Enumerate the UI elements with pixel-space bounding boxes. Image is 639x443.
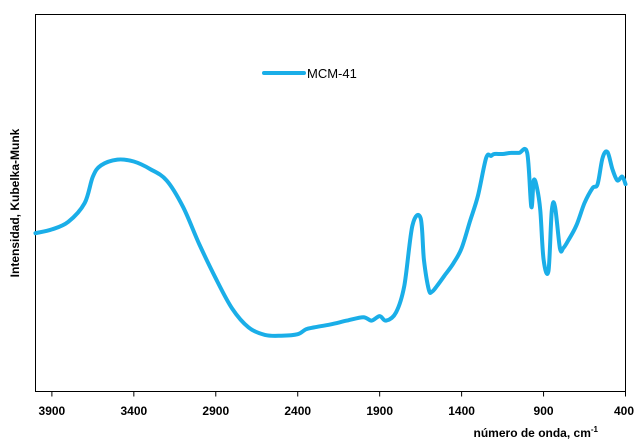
x-axis-tick-labels: 3900 3400 2900 2400 1900 1400 900 400 [39, 404, 635, 418]
x-axis-title: número de onda, cm-1 [474, 425, 599, 440]
x-axis-ticks [51, 391, 626, 397]
x-tick-label: 2900 [202, 404, 229, 418]
x-tick-label: 900 [534, 404, 554, 418]
plot-area-frame [35, 14, 626, 392]
x-tick-label: 3400 [120, 404, 147, 418]
x-tick-label: 1900 [366, 404, 393, 418]
x-tick-label: 400 [614, 404, 634, 418]
x-tick-label: 1400 [448, 404, 475, 418]
legend-label-mcm41: MCM-41 [307, 66, 357, 81]
x-tick-label: 3900 [39, 404, 66, 418]
series-line-mcm41 [33, 146, 628, 338]
legend: MCM-41 [262, 66, 357, 81]
x-axis-title-text: número de onda, cm [474, 426, 591, 440]
x-axis-title-superscript: -1 [591, 425, 599, 434]
y-axis-title: Intensidad, Kubelka-Munk [8, 128, 22, 277]
x-tick-label: 2400 [284, 404, 311, 418]
